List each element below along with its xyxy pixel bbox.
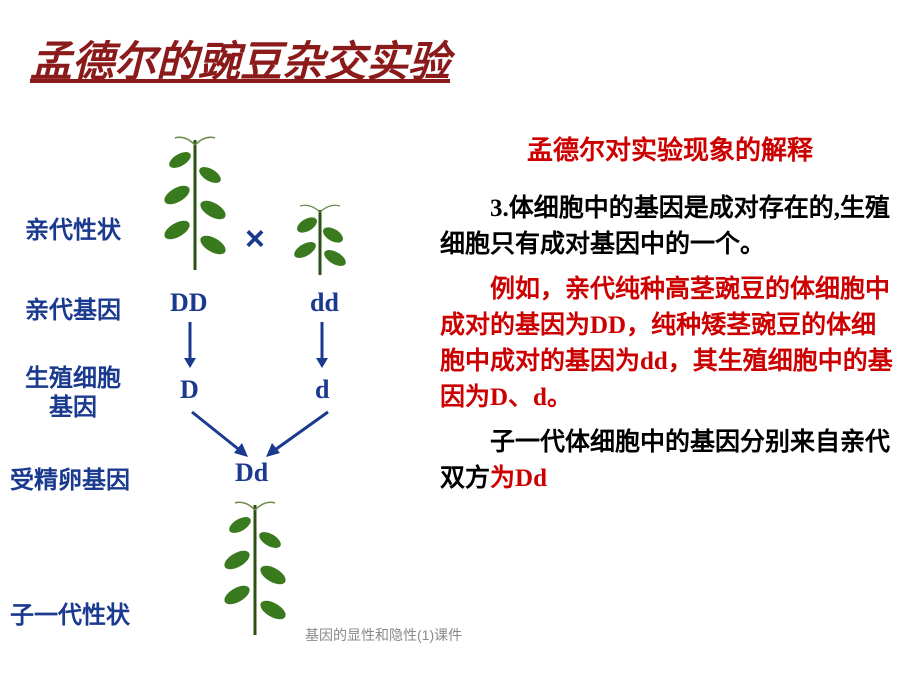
para-point-3: 3.体细胞中的基因是成对存在的,生殖细胞只有成对基因中的一个。: [440, 191, 900, 264]
label-parent-trait: 亲代性状: [25, 210, 121, 245]
genotype-p2: dd: [310, 288, 339, 318]
footer-text: 基因的显性和隐性(1)课件: [305, 625, 462, 645]
page-title: 孟德尔的豌豆杂交实验: [30, 28, 450, 89]
para-f1: 子一代体细胞中的基因分别来自亲代双方为Dd: [440, 425, 900, 498]
genotype-g2: d: [315, 375, 329, 405]
arrow-p2-to-g2: [312, 320, 332, 370]
plant-f1: [215, 495, 295, 635]
explanation-subtitle: 孟德尔对实验现象的解释: [440, 130, 900, 167]
cross-symbol: ×: [245, 220, 265, 259]
label-gamete-gene: 生殖细胞 基因: [25, 365, 121, 423]
explanation-column: 孟德尔对实验现象的解释 3.体细胞中的基因是成对存在的,生殖细胞只有成对基因中的…: [440, 130, 900, 505]
genotype-g1: D: [180, 375, 199, 405]
label-zygote-gene: 受精卵基因: [10, 460, 130, 495]
plant-tall-parent: [155, 130, 235, 270]
arrow-p1-to-g1: [180, 320, 200, 370]
genotype-f1: Dd: [235, 458, 268, 488]
para-f1-red: 为Dd: [490, 465, 547, 492]
para-example: 例如，亲代纯种高茎豌豆的体细胞中成对的基因为DD，纯种矮茎豌豆的体细胞中成对的基…: [440, 272, 900, 417]
plant-short-parent: [285, 200, 355, 275]
label-parent-gene: 亲代基因: [25, 290, 121, 325]
arrows-converge: [180, 410, 350, 465]
cross-diagram: 亲代性状 亲代基因 生殖细胞 基因 受精卵基因 子一代性状 ×: [10, 120, 430, 680]
label-f1-trait: 子一代性状: [10, 595, 130, 630]
genotype-p1: DD: [170, 288, 208, 318]
